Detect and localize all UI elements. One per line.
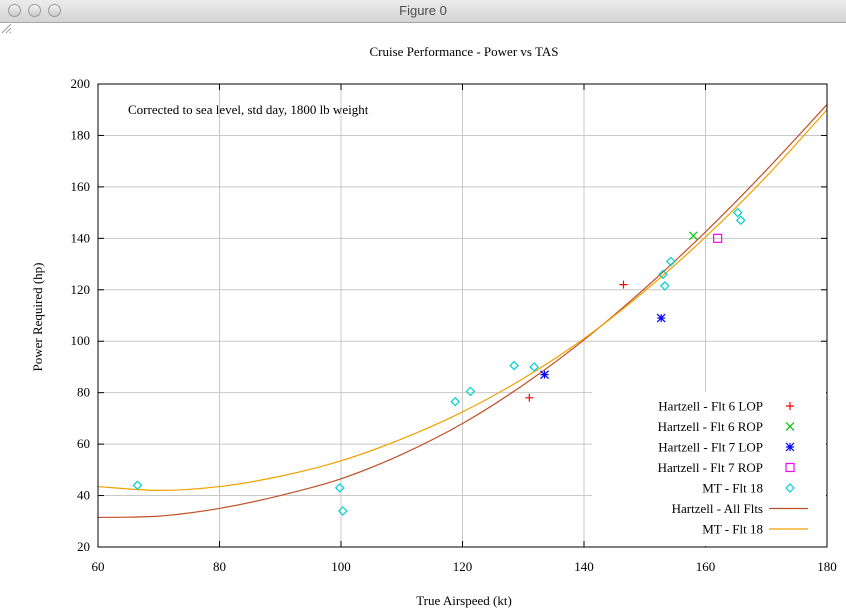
data-point — [529, 362, 540, 372]
x-tick-label: 160 — [696, 559, 716, 574]
legend-marker-swatch — [785, 442, 795, 452]
legend-entry-label: Hartzell - Flt 6 LOP — [658, 399, 763, 414]
y-tick-label: 100 — [71, 333, 91, 348]
data-point — [619, 280, 628, 289]
series-line — [97, 109, 828, 492]
x-tick-label: 100 — [331, 559, 351, 574]
close-window-button[interactable] — [8, 4, 21, 17]
legend-entry-label: Hartzell - Flt 7 ROP — [658, 460, 763, 475]
legend-entry-label: Hartzell - Flt 7 LOP — [658, 440, 763, 455]
y-tick-label: 140 — [71, 230, 91, 245]
chart-annotation: Corrected to sea level, std day, 1800 lb… — [128, 102, 369, 117]
data-point — [659, 281, 670, 291]
y-tick-label: 120 — [71, 282, 91, 297]
y-axis-label: Power Required (hp) — [30, 262, 45, 371]
data-point — [732, 207, 743, 218]
fit-curves — [97, 104, 828, 519]
y-tick-label: 200 — [71, 76, 91, 91]
data-point — [666, 256, 676, 267]
y-tick-label: 80 — [77, 385, 90, 400]
data-point — [540, 370, 549, 380]
legend-marker-swatch — [786, 402, 794, 410]
y-tick-label: 160 — [71, 179, 91, 194]
legend-entry-label: Hartzell - Flt 6 ROP — [658, 419, 763, 434]
y-tick-label: 180 — [71, 127, 91, 142]
data-point — [735, 215, 746, 226]
x-tick-label: 120 — [453, 559, 473, 574]
title-bar: Figure 0 — [0, 0, 846, 23]
legend: Hartzell - Flt 6 LOP Hartzell - Flt 6 ROP… — [598, 392, 826, 546]
chart: 60 80 100 120 140 160 180 20 40 60 80 100 120 140 160 1… — [30, 44, 837, 608]
y-tick-label: 40 — [77, 488, 90, 503]
resize-grip-icon[interactable] — [0, 22, 12, 34]
chart-title: Cruise Performance - Power vs TAS — [370, 44, 559, 59]
y-tick-label: 20 — [77, 539, 90, 554]
legend-entry-label: MT - Flt 18 — [702, 481, 763, 496]
minimize-window-button[interactable] — [28, 4, 41, 17]
y-tick-label: 60 — [77, 436, 90, 451]
window-title: Figure 0 — [399, 3, 447, 18]
x-tick-label: 180 — [817, 559, 837, 574]
data-point — [713, 233, 723, 243]
data-point — [132, 480, 143, 491]
series-line — [97, 104, 828, 519]
x-tick-label: 80 — [213, 559, 226, 574]
data-point — [450, 396, 461, 407]
x-tick-label: 60 — [92, 559, 105, 574]
data-point — [465, 386, 476, 397]
data-point — [688, 231, 698, 241]
x-tick-label: 140 — [574, 559, 594, 574]
x-axis-label: True Airspeed (kt) — [416, 593, 512, 608]
data-point — [656, 313, 666, 323]
legend-background — [598, 392, 826, 546]
ticks: 60 80 100 120 140 160 180 20 40 60 80 100 120 140 160 1… — [71, 76, 837, 574]
data-point — [334, 482, 345, 493]
data-point — [658, 269, 668, 280]
data-point — [525, 393, 534, 402]
legend-marker-swatch — [785, 462, 795, 473]
legend-entry-label: Hartzell - All Flts — [672, 501, 763, 516]
zoom-window-button[interactable] — [48, 4, 61, 17]
data-point — [337, 506, 348, 516]
legend-marker-swatch — [785, 483, 795, 493]
data-points — [132, 207, 746, 516]
legend-entry-label: MT - Flt 18 — [702, 522, 763, 537]
data-point — [509, 360, 519, 371]
legend-marker-swatch — [785, 422, 795, 431]
